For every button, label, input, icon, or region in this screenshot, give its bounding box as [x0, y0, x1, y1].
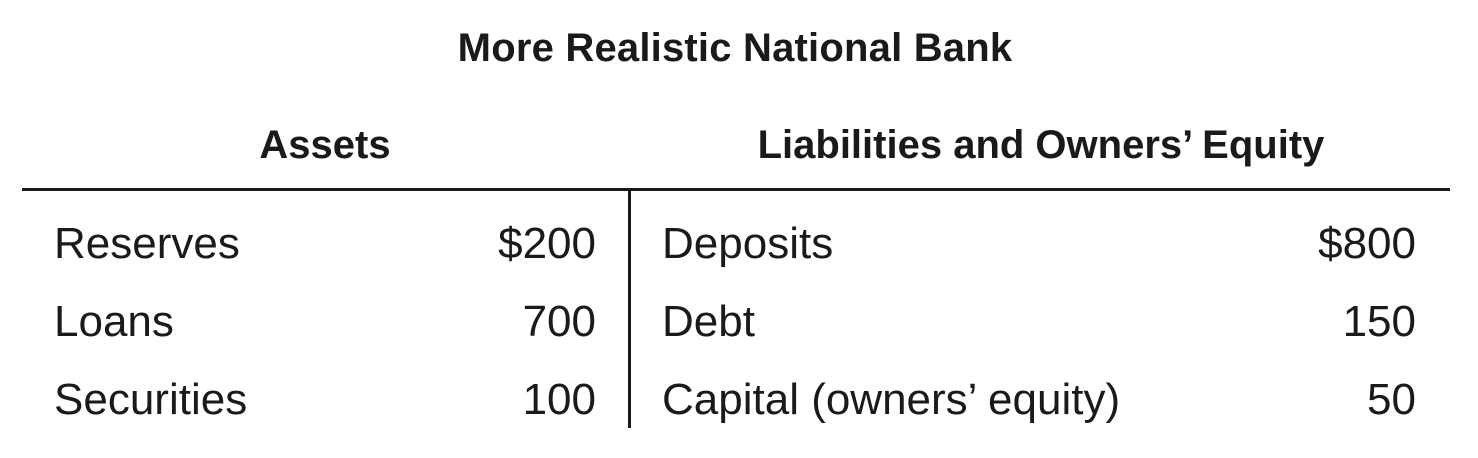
liability-label: Debt: [662, 297, 755, 346]
table-title: More Realistic National Bank: [457, 26, 1013, 70]
asset-label: Loans: [54, 297, 174, 346]
liability-value: $800: [1318, 219, 1416, 268]
asset-value: 100: [522, 375, 596, 424]
table-row: Reserves $200 Deposits $800: [0, 214, 1478, 274]
assets-header: Assets: [259, 123, 391, 167]
column-divider: [628, 190, 631, 428]
asset-label: Reserves: [54, 219, 240, 268]
table-row: Loans 700 Debt 150: [0, 292, 1478, 352]
liability-value: 150: [1342, 297, 1416, 346]
liability-label: Capital (owners’ equity): [662, 375, 1121, 424]
asset-label: Securities: [54, 375, 248, 424]
liability-label: Deposits: [662, 219, 834, 268]
asset-value: $200: [498, 219, 596, 268]
header-divider: [22, 188, 1450, 191]
table-row: Securities 100 Capital (owners’ equity) …: [0, 370, 1478, 430]
asset-value: 700: [522, 297, 596, 346]
liability-value: 50: [1367, 375, 1416, 424]
liabilities-header: Liabilities and Owners’ Equity: [757, 123, 1325, 167]
